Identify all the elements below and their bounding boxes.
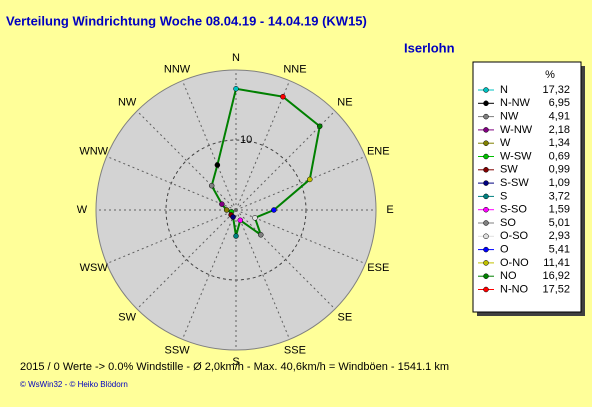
spoke <box>181 80 237 211</box>
legend-value: 0,99 <box>549 164 570 176</box>
wind-point <box>233 86 239 92</box>
wind-point <box>307 176 313 183</box>
axis-label: N <box>232 52 240 64</box>
spoke <box>235 209 291 340</box>
legend-value: 17,32 <box>542 84 570 96</box>
axis-label: ESE <box>367 262 389 274</box>
legend-title: % <box>545 69 555 81</box>
axis-label: W <box>77 204 88 216</box>
legend-label: N <box>500 84 508 96</box>
legend-label: SO <box>500 217 516 229</box>
legend-label: S-SO <box>500 204 527 216</box>
legend-value: 11,41 <box>543 257 570 269</box>
wind-point <box>280 93 286 100</box>
legend-value: 3,72 <box>549 190 570 202</box>
legend-swatch <box>483 193 489 200</box>
axis-label: NW <box>118 96 137 108</box>
chart-title: Verteilung Windrichtung Woche 08.04.19 -… <box>6 13 367 28</box>
legend-value: 2,93 <box>549 230 570 242</box>
spoke <box>106 155 237 211</box>
legend-swatch <box>483 127 489 133</box>
legend-swatch <box>483 220 489 226</box>
wind-point <box>223 207 230 213</box>
legend-label: N-NW <box>500 97 531 109</box>
axis-label: SE <box>338 311 353 323</box>
legend-swatch <box>483 260 489 266</box>
legend-label: S <box>500 190 507 202</box>
legend-value: 1,59 <box>549 204 570 216</box>
legend-swatch <box>483 87 489 93</box>
spoke <box>235 80 291 211</box>
legend-value: 1,34 <box>549 137 570 149</box>
legend-label: O-NO <box>500 257 529 269</box>
axis-label: NNW <box>164 63 191 75</box>
legend-swatch <box>483 153 489 160</box>
wind-point <box>219 201 225 207</box>
legend-label: S-SW <box>500 177 529 189</box>
legend-swatch <box>483 273 489 279</box>
spoke <box>106 209 237 265</box>
legend-label: W-SW <box>500 150 532 162</box>
spoke <box>235 209 336 310</box>
wind-point <box>214 162 221 168</box>
spoke <box>136 110 237 211</box>
legend-value: 4,91 <box>549 111 570 123</box>
legend-swatch <box>483 140 489 146</box>
legend-value: 17,52 <box>542 283 570 295</box>
legend-value: 0,69 <box>549 150 570 162</box>
legend-label: O-SO <box>500 230 529 242</box>
wind-point <box>230 214 236 220</box>
r-tick-label: 10 <box>240 134 252 146</box>
axis-label: SSW <box>165 344 191 356</box>
wind-point <box>258 232 264 238</box>
spoke <box>181 209 237 340</box>
legend-swatch <box>483 113 489 120</box>
legend-value: 6,95 <box>549 97 570 109</box>
legend-value: 2,18 <box>549 124 570 136</box>
legend-value: 1,09 <box>549 177 570 189</box>
legend-label: W-NW <box>500 124 533 136</box>
legend-swatch <box>483 246 489 253</box>
legend-swatch <box>483 180 489 186</box>
legend-label: W <box>500 137 511 149</box>
legend-swatch <box>483 167 489 173</box>
wind-point <box>271 207 277 213</box>
wind-point <box>208 182 215 189</box>
spoke <box>235 209 366 265</box>
legend-label: NO <box>500 270 517 282</box>
axis-label: E <box>386 204 393 216</box>
legend-swatch <box>483 100 489 107</box>
footer-credits: © WsWin32 - © Heiko Blödorn <box>20 380 128 389</box>
axis-label: ENE <box>367 146 390 158</box>
axis-label: WSW <box>80 262 109 274</box>
axis-label: NE <box>337 96 352 108</box>
wind-point <box>316 123 323 130</box>
legend-value: 5,41 <box>549 244 570 256</box>
axis-label: S <box>232 356 239 368</box>
wind-point <box>237 217 244 224</box>
wind-point <box>233 233 239 239</box>
legend-label: SW <box>500 164 518 176</box>
spoke <box>235 155 366 211</box>
legend-swatch <box>483 206 489 213</box>
axis-label: NNE <box>283 63 306 75</box>
chart-subtitle: Iserlohn <box>404 40 455 55</box>
footer-stats: 2015 / 0 Werte -> 0.0% Windstille - Ø 2,… <box>20 361 449 373</box>
legend-label: NW <box>500 111 519 123</box>
axis-label: SSE <box>284 344 306 356</box>
wind-point <box>252 215 258 221</box>
legend-label: N-NO <box>500 283 529 295</box>
spoke <box>136 209 237 310</box>
legend-swatch <box>483 286 489 293</box>
legend-swatch <box>483 233 489 240</box>
axis-label: WNW <box>79 146 108 158</box>
legend-value: 5,01 <box>549 217 570 229</box>
legend-value: 16,92 <box>542 270 570 282</box>
axis-label: SW <box>118 311 136 323</box>
legend-label: O <box>500 244 509 256</box>
